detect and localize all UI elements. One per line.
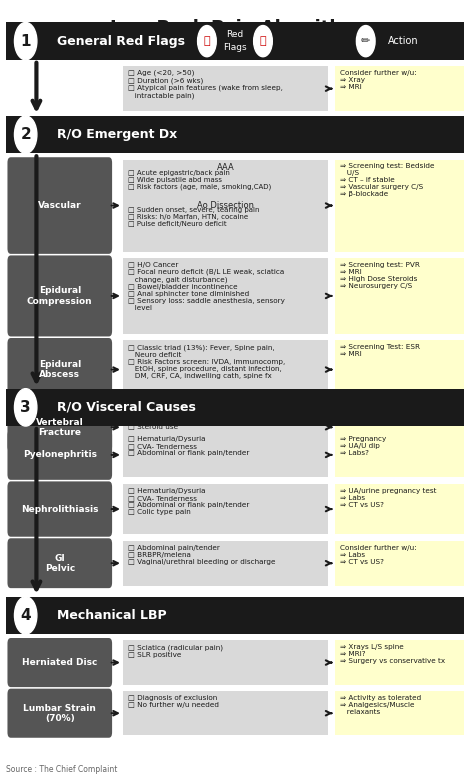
Text: Flags: Flags xyxy=(223,43,247,52)
Text: □ Sudden onset, severe, tearing pain
□ Risks: h/o Marfan, HTN, cocaine
□ Pulse d: □ Sudden onset, severe, tearing pain □ R… xyxy=(128,207,259,227)
Text: Consider further w/u:
⇒ Xray
⇒ MRI: Consider further w/u: ⇒ Xray ⇒ MRI xyxy=(340,70,417,90)
Text: ⇒ Screening test: Bedside
   U/S
⇒ CT – if stable
⇒ Vascular surgery C/S
⇒ β-blo: ⇒ Screening test: Bedside U/S ⇒ CT – if … xyxy=(340,163,435,198)
Text: ⇒ Screening test: PVR
⇒ MRI
⇒ High Dose Steroids
⇒ Neurosurgery C/S: ⇒ Screening test: PVR ⇒ MRI ⇒ High Dose … xyxy=(340,262,420,289)
Text: 2: 2 xyxy=(20,127,31,142)
FancyBboxPatch shape xyxy=(8,482,112,536)
Text: □ Abdominal pain/tender
□ BRBPR/melena
□ Vaginal/urethral bleeding or discharge: □ Abdominal pain/tender □ BRBPR/melena □… xyxy=(128,544,275,565)
Bar xyxy=(6,389,464,426)
FancyBboxPatch shape xyxy=(8,430,112,480)
Text: □ Acute epigastric/back pain
□ Wide pulsatile abd mass
□ Risk factors (age, male: □ Acute epigastric/back pain □ Wide puls… xyxy=(128,170,271,190)
Text: General Red Flags: General Red Flags xyxy=(57,34,185,48)
Text: ⇒ UA/urine pregnancy test
⇒ Labs
⇒ CT vs US?: ⇒ UA/urine pregnancy test ⇒ Labs ⇒ CT vs… xyxy=(340,488,437,508)
Circle shape xyxy=(15,23,37,60)
Text: Mechanical LBP: Mechanical LBP xyxy=(57,609,167,622)
Bar xyxy=(123,340,328,399)
Bar xyxy=(6,116,464,153)
Text: 🚩: 🚩 xyxy=(204,36,210,46)
Text: Pyelonephritis: Pyelonephritis xyxy=(23,450,97,459)
FancyBboxPatch shape xyxy=(8,157,112,254)
Text: Nephrolithiasis: Nephrolithiasis xyxy=(21,504,99,514)
Text: 3: 3 xyxy=(20,400,31,415)
Text: □ Hematuria/Dysuria
□ CVA- Tenderness
□ Abdominal or flank pain/tender: □ Hematuria/Dysuria □ CVA- Tenderness □ … xyxy=(128,436,249,456)
Bar xyxy=(336,432,464,478)
Bar xyxy=(123,66,328,111)
Bar xyxy=(123,405,328,450)
Text: □ Diagnosis of exclusion
□ No further w/u needed: □ Diagnosis of exclusion □ No further w/… xyxy=(128,695,219,708)
Text: ⇒ Screening Test: ESR
⇒ MRI: ⇒ Screening Test: ESR ⇒ MRI xyxy=(340,344,420,357)
Text: Herniated Disc: Herniated Disc xyxy=(22,658,98,667)
Text: Action: Action xyxy=(388,36,419,46)
Text: ⇒ Xrays L/S spine
⇒ MRI?
⇒ Surgery vs conservative tx: ⇒ Xrays L/S spine ⇒ MRI? ⇒ Surgery vs co… xyxy=(340,644,445,664)
Circle shape xyxy=(356,26,375,57)
Text: Lumbar Strain
(70%): Lumbar Strain (70%) xyxy=(23,704,96,723)
FancyBboxPatch shape xyxy=(8,338,112,401)
Bar xyxy=(336,540,464,586)
Circle shape xyxy=(254,26,273,57)
Circle shape xyxy=(15,597,37,634)
Text: □ Hematuria/Dysuria
□ CVA- Tenderness
□ Abdominal or flank pain/tender
□ Colic t: □ Hematuria/Dysuria □ CVA- Tenderness □ … xyxy=(128,488,249,515)
Text: Low Back Pain Algorithm: Low Back Pain Algorithm xyxy=(109,19,360,37)
Bar xyxy=(336,691,464,735)
Bar xyxy=(336,160,464,252)
Text: ✏: ✏ xyxy=(361,36,370,46)
Bar xyxy=(336,66,464,111)
Text: Vertebral
Fracture: Vertebral Fracture xyxy=(36,418,83,437)
Bar xyxy=(123,160,328,252)
Bar xyxy=(6,23,464,60)
Text: Red: Red xyxy=(226,30,244,39)
Bar xyxy=(336,484,464,534)
Text: Epidural
Compression: Epidural Compression xyxy=(27,286,92,306)
Circle shape xyxy=(15,116,37,153)
Bar xyxy=(336,258,464,334)
Text: R/O Emergent Dx: R/O Emergent Dx xyxy=(57,128,178,141)
Text: Epidural
Abscess: Epidural Abscess xyxy=(39,360,81,379)
Text: □ Age (<20, >50)
□ Duration (>6 wks)
□ Atypical pain features (wake from sleep,
: □ Age (<20, >50) □ Duration (>6 wks) □ A… xyxy=(128,70,283,99)
Text: Vascular: Vascular xyxy=(38,201,82,210)
Bar xyxy=(123,432,328,478)
Text: Source : The Chief Complaint: Source : The Chief Complaint xyxy=(6,766,118,774)
Text: GI
Pelvic: GI Pelvic xyxy=(45,554,75,573)
Bar xyxy=(123,484,328,534)
Circle shape xyxy=(15,389,37,426)
FancyBboxPatch shape xyxy=(8,538,112,588)
Text: Ao Dissection: Ao Dissection xyxy=(197,201,254,210)
FancyBboxPatch shape xyxy=(8,689,112,737)
Text: R/O Visceral Causes: R/O Visceral Causes xyxy=(57,401,196,414)
Text: □ Trauma
□ Point Vertebral Tenderness
□ Steroid use: □ Trauma □ Point Vertebral Tenderness □ … xyxy=(128,409,233,429)
Bar xyxy=(336,405,464,450)
Text: ⇒ Pregnancy
⇒ UA/U dip
⇒ Labs?: ⇒ Pregnancy ⇒ UA/U dip ⇒ Labs? xyxy=(340,436,386,456)
Text: 1: 1 xyxy=(20,34,31,48)
Text: □ Classic triad (13%): Fever, Spine pain,
   Neuro deficit
□ Risk Factors screen: □ Classic triad (13%): Fever, Spine pain… xyxy=(128,344,285,378)
Bar xyxy=(336,340,464,399)
FancyBboxPatch shape xyxy=(8,403,112,452)
Text: AAA: AAA xyxy=(217,163,235,172)
Text: 4: 4 xyxy=(20,608,31,623)
Text: ⇒ Activity as tolerated
⇒ Analgesics/Muscle
   relaxants: ⇒ Activity as tolerated ⇒ Analgesics/Mus… xyxy=(340,695,421,715)
FancyBboxPatch shape xyxy=(8,638,112,687)
Bar xyxy=(123,540,328,586)
Text: ⇒ Xrays
⇒ CT Spine: ⇒ Xrays ⇒ CT Spine xyxy=(340,409,380,422)
Text: □ Sciatica (radicular pain)
□ SLR positive: □ Sciatica (radicular pain) □ SLR positi… xyxy=(128,644,222,658)
Bar xyxy=(6,597,464,634)
Bar xyxy=(336,640,464,685)
FancyBboxPatch shape xyxy=(8,256,112,336)
Text: 🚩: 🚩 xyxy=(260,36,266,46)
Bar xyxy=(123,691,328,735)
Bar xyxy=(123,640,328,685)
Text: □ H/O Cancer
□ Focal neuro deficit (B/L LE weak, sciatica
   change, gait distur: □ H/O Cancer □ Focal neuro deficit (B/L … xyxy=(128,262,284,310)
Circle shape xyxy=(198,26,216,57)
Bar xyxy=(123,258,328,334)
Text: Consider further w/u:
⇒ Labs
⇒ CT vs US?: Consider further w/u: ⇒ Labs ⇒ CT vs US? xyxy=(340,544,417,565)
